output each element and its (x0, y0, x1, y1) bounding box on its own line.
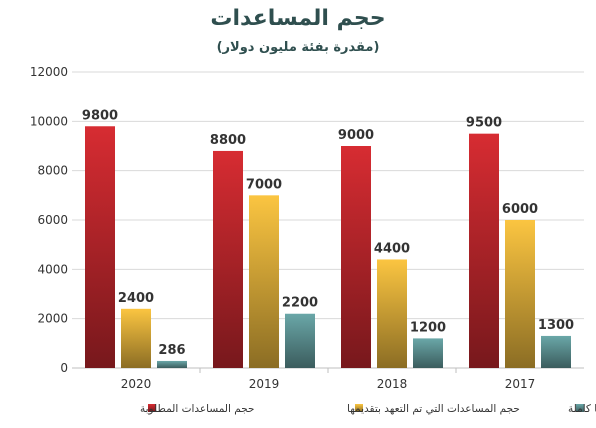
data-label: 4400 (374, 241, 410, 256)
data-label: 2400 (118, 291, 154, 306)
bar (377, 259, 407, 368)
legend-label: حجم المساعدات المطلوبة (140, 403, 255, 415)
data-label: 1300 (538, 318, 574, 333)
data-label: 9500 (466, 116, 502, 131)
y-tick-label: 10000 (30, 114, 68, 128)
data-label: 6000 (502, 202, 538, 217)
y-tick-label: 2000 (37, 312, 68, 326)
data-label: 9800 (82, 108, 118, 123)
bar (157, 360, 187, 368)
x-tick-label: 2017 (505, 377, 536, 391)
y-tick-label: 12000 (30, 65, 68, 79)
chart-title: حجم المساعدات (210, 6, 386, 31)
bar (121, 308, 151, 368)
legend-label: حجم المساعدات المخصصة لسوريا كاملة (568, 403, 596, 415)
bar (413, 338, 443, 368)
bar (85, 126, 115, 369)
x-tick-label: 2018 (377, 377, 408, 391)
y-tick-label: 6000 (37, 213, 68, 227)
legend-swatch (576, 404, 584, 412)
data-label: 8800 (210, 133, 246, 148)
y-tick-label: 8000 (37, 164, 68, 178)
bar (249, 195, 279, 368)
legend-swatch (148, 404, 156, 412)
data-label: 286 (158, 343, 185, 358)
y-tick-label: 0 (60, 361, 68, 375)
data-label: 9000 (338, 128, 374, 143)
data-label: 1200 (410, 320, 446, 335)
bar (505, 220, 535, 368)
x-tick-label: 2020 (121, 377, 152, 391)
legend-label: حجم المساعدات التي تم التعهد بتقديمها (347, 403, 520, 415)
bar (469, 133, 499, 368)
y-tick-label: 4000 (37, 262, 68, 276)
bar (541, 335, 571, 368)
data-label: 7000 (246, 177, 282, 192)
bar (285, 313, 315, 368)
x-tick-label: 2019 (249, 377, 280, 391)
chart-subtitle: (مقدرة بفئة مليون دولار) (216, 40, 380, 55)
bar (213, 150, 243, 368)
data-label: 2200 (282, 296, 318, 311)
legend-swatch (355, 404, 363, 412)
bar (341, 146, 371, 368)
